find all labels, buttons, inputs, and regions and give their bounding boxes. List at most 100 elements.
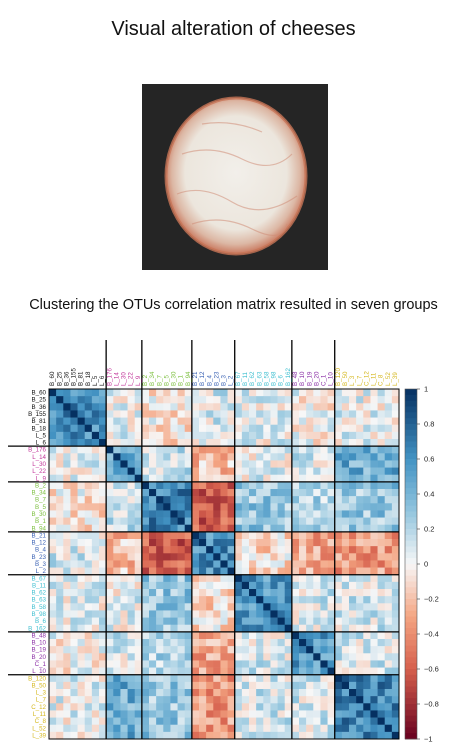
heatmap-cell (191, 674, 200, 683)
heatmap-cell (391, 489, 400, 497)
heatmap-cell (77, 631, 86, 640)
column-label: L_10 (328, 372, 335, 386)
heatmap-cell (77, 589, 86, 597)
heatmap-cell (313, 474, 321, 483)
row-label: C_1 (35, 661, 47, 668)
heatmap-cell (113, 389, 121, 397)
heatmap-cell (141, 510, 150, 518)
heatmap-cell (249, 574, 257, 583)
heatmap-cell (49, 424, 57, 433)
heatmap-cell (106, 617, 114, 626)
heatmap-cell (199, 524, 207, 533)
heatmap-cell (299, 553, 307, 561)
heatmap-cell (220, 524, 228, 533)
heatmap-cell (356, 517, 364, 526)
heatmap-cell (334, 553, 343, 561)
heatmap-cell (184, 631, 193, 640)
heatmap-cell (356, 574, 364, 583)
heatmap-cell (84, 653, 93, 661)
heatmap-cell (163, 603, 171, 611)
heatmap-cell (227, 653, 236, 661)
heatmap-cell (63, 424, 71, 433)
heatmap-cell (249, 631, 257, 640)
heatmap-cell (299, 431, 307, 440)
heatmap-cell (149, 539, 157, 547)
heatmap-cell (320, 496, 328, 504)
heatmap-cell (149, 453, 157, 461)
heatmap-cell (141, 424, 150, 433)
heatmap-cell (56, 589, 64, 597)
heatmap-cell (156, 717, 164, 726)
heatmap-cell (184, 431, 193, 440)
heatmap-cell (327, 560, 336, 568)
heatmap-cell (77, 660, 86, 668)
heatmap-cell (277, 717, 286, 726)
column-label: B_63 (256, 371, 263, 386)
heatmap-cell (291, 460, 300, 468)
heatmap-cell (349, 667, 357, 676)
heatmap-cell (199, 489, 207, 497)
heatmap-cell (299, 617, 307, 626)
column-label: L_52 (385, 372, 392, 386)
heatmap-cell (356, 710, 364, 718)
heatmap-cell (84, 589, 93, 597)
column-label: B_6 (278, 374, 285, 386)
heatmap-cell (206, 481, 214, 490)
heatmap-cell (84, 496, 93, 504)
heatmap-cell (134, 667, 143, 676)
heatmap-cell (191, 481, 200, 490)
heatmap-cell (127, 567, 136, 576)
heatmap-cell (77, 417, 86, 426)
heatmap-cells (49, 389, 400, 740)
heatmap-cell (170, 417, 178, 426)
heatmap-cell (141, 517, 150, 526)
heatmap-cell (291, 603, 300, 611)
heatmap-cell (149, 446, 157, 454)
heatmap-cell (270, 517, 278, 526)
heatmap-cell (199, 517, 207, 526)
heatmap-cell (299, 460, 307, 468)
heatmap-cell (341, 446, 350, 454)
heatmap-cell (56, 639, 64, 647)
heatmap-cell (277, 489, 286, 497)
heatmap-cell (70, 703, 78, 711)
heatmap-cell (84, 639, 93, 647)
heatmap-cell (56, 681, 64, 690)
heatmap-cell (191, 496, 200, 504)
heatmap-cell (156, 703, 164, 711)
heatmap-cell (63, 681, 71, 690)
heatmap-cell (356, 524, 364, 533)
heatmap-cell (256, 467, 264, 476)
heatmap-cell (134, 410, 143, 418)
heatmap-cell (291, 546, 300, 554)
heatmap-cell (391, 503, 400, 511)
heatmap-cell (227, 531, 236, 540)
heatmap-cell (156, 474, 164, 483)
heatmap-cell (384, 460, 393, 468)
heatmap-cell (84, 610, 93, 618)
heatmap-cell (127, 724, 136, 733)
heatmap-cell (149, 389, 157, 397)
heatmap-cell (213, 531, 221, 540)
heatmap-cell (334, 510, 343, 518)
heatmap-cell (184, 710, 193, 718)
heatmap-cell (377, 510, 386, 518)
heatmap-cell (120, 510, 128, 518)
heatmap-cell (263, 681, 271, 690)
heatmap-cell (184, 717, 193, 726)
heatmap-cell (199, 596, 207, 604)
heatmap-cell (149, 481, 157, 490)
heatmap-cell (156, 524, 164, 533)
heatmap-cell (370, 631, 378, 640)
heatmap-cell (249, 681, 257, 690)
heatmap-cell (377, 553, 386, 561)
heatmap-cell (363, 439, 371, 447)
heatmap-cell (220, 703, 228, 711)
heatmap-cell (363, 474, 371, 483)
heatmap-cell (163, 681, 171, 690)
heatmap-cell (56, 596, 64, 604)
heatmap-cell (363, 581, 371, 590)
heatmap-cell (349, 510, 357, 518)
heatmap-cell (170, 496, 178, 504)
heatmap-cell (220, 410, 228, 418)
